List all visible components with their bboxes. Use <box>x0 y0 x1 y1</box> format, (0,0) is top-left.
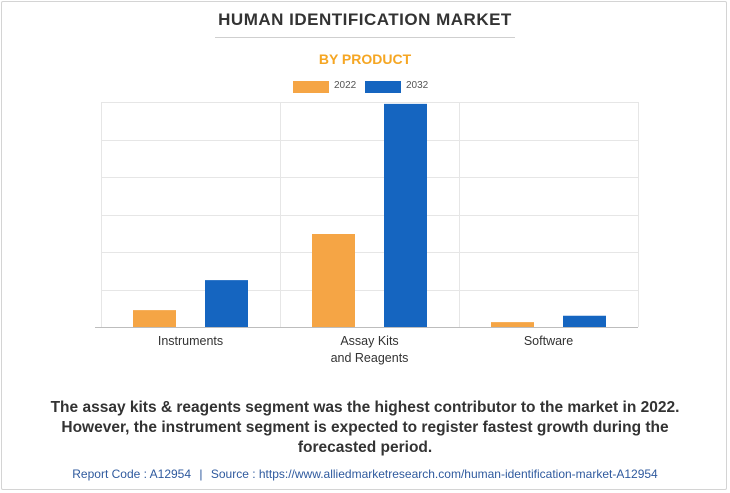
footer-separator: | <box>199 467 203 481</box>
source-link[interactable]: Source : https://www.alliedmarketresearc… <box>210 467 658 481</box>
legend-swatch-2022 <box>293 81 329 93</box>
chart-title: HUMAN IDENTIFICATION MARKET <box>218 10 512 29</box>
bar-2022-instruments <box>133 310 176 327</box>
title-divider <box>215 37 515 38</box>
caption-line-3: forecasted period. <box>297 439 433 456</box>
report-code: Report Code : A12954 <box>72 467 192 481</box>
bar-chart: Instruments Assay Kits and Reagents Softwar… <box>95 102 639 365</box>
legend: 2022 2032 <box>0 79 730 95</box>
legend-label-2022: 2022 <box>334 80 357 91</box>
chart-caption: The assay kits & reagents segment was th… <box>20 398 710 458</box>
chart-subtitle: BY PRODUCT <box>318 51 412 67</box>
x-tick-label-0: Instruments <box>158 334 223 348</box>
legend-label-2032: 2032 <box>406 80 429 91</box>
source-footer: Report Code : A12954 | Source : https://… <box>0 467 730 481</box>
x-tick-label-1: Assay Kits and Reagents <box>331 334 409 365</box>
bar-2022-software <box>491 322 534 327</box>
bar-2032-assay-kits-and-reagents <box>384 103 427 327</box>
x-tick-label-2: Software <box>524 334 573 348</box>
caption-line-1: The assay kits & reagents segment was th… <box>50 399 680 416</box>
bar-2032-software <box>563 315 606 327</box>
legend-swatch-2032 <box>365 81 401 93</box>
bar-2032-instruments <box>205 280 248 327</box>
bar-2022-assay-kits-and-reagents <box>312 234 355 327</box>
caption-line-2: However, the instrument segment is expec… <box>61 419 669 436</box>
